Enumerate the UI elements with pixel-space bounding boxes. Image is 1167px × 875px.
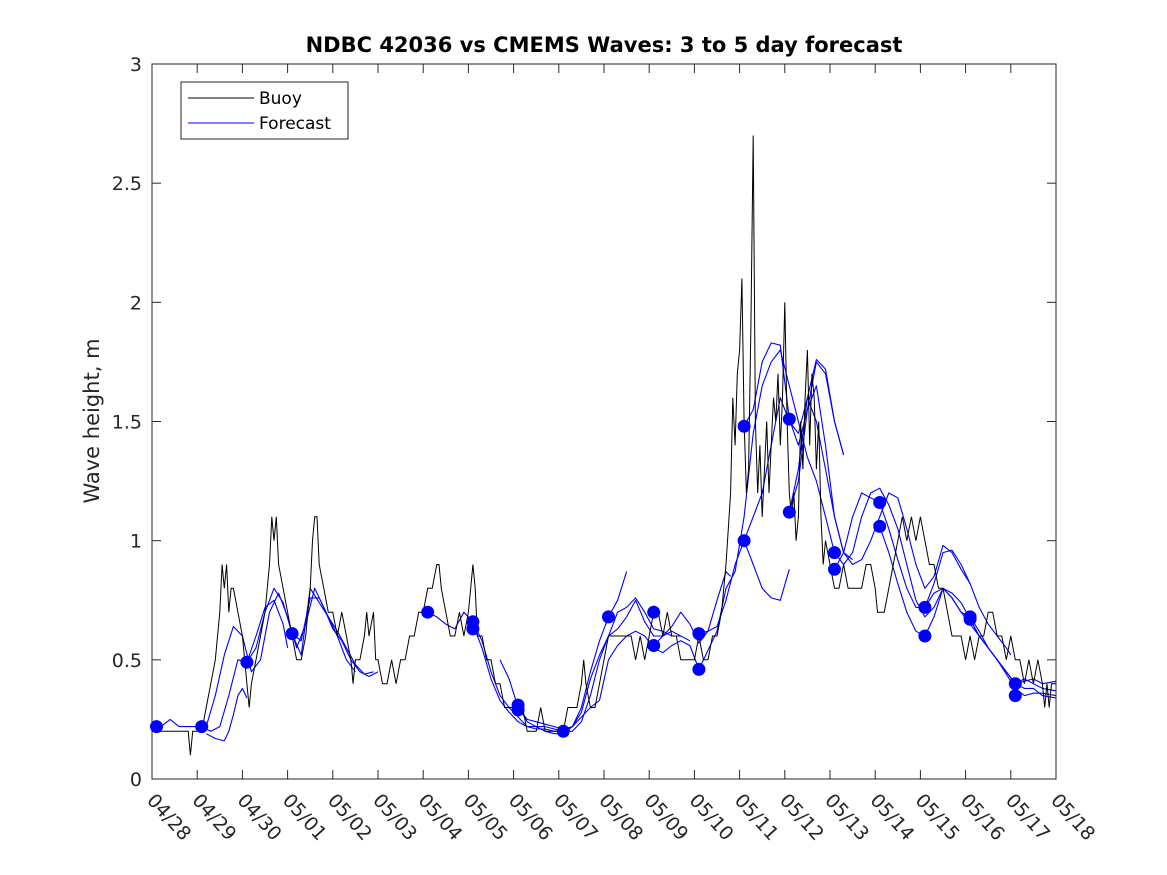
forecast-marker-11	[647, 605, 661, 619]
forecast-marker-28	[1008, 689, 1022, 703]
forecast-marker-23	[918, 600, 932, 614]
forecast-marker-0	[150, 720, 163, 734]
forecast-marker-6	[466, 622, 480, 636]
y-tick-label: 2	[130, 292, 142, 314]
forecast-marker-19	[828, 546, 841, 560]
forecast-marker-1	[195, 720, 209, 734]
forecast-marker-14	[692, 662, 706, 676]
forecast-marker-20	[828, 562, 841, 576]
buoy-line	[152, 135, 1056, 756]
y-axis-label: Wave height, m	[80, 338, 104, 503]
forecast-marker-16	[737, 534, 751, 548]
forecast-line-13	[743, 540, 790, 601]
forecast-marker-26	[963, 612, 977, 626]
forecast-line-14	[788, 358, 845, 513]
forecast-line-6	[472, 599, 691, 735]
plot-series	[150, 135, 1057, 756]
legend: Buoy Forecast	[180, 81, 349, 140]
forecast-marker-18	[782, 505, 796, 519]
forecast-marker-13	[692, 627, 706, 641]
forecast-marker-17	[782, 412, 796, 426]
forecast-marker-2	[240, 655, 254, 669]
y-tick-label: 0	[130, 769, 142, 791]
forecast-line-7	[517, 597, 681, 732]
plot-area	[151, 63, 1057, 780]
legend-forecast-label: Forecast	[259, 114, 331, 134]
y-tick-label: 2.5	[112, 173, 142, 195]
forecast-marker-22	[873, 519, 887, 533]
forecast-marker-24	[918, 629, 932, 643]
forecast-line-2	[205, 687, 248, 742]
forecast-marker-12	[647, 639, 661, 652]
forecast-line-15	[788, 385, 971, 589]
y-tick-label: 0.5	[112, 650, 142, 672]
chart-title: NDBC 42036 vs CMEMS Waves: 3 to 5 day fo…	[306, 33, 903, 57]
legend-buoy-label: Buoy	[259, 89, 302, 109]
y-tick-label: 1	[130, 531, 142, 553]
forecast-line-18	[879, 526, 1057, 685]
forecast-line-0	[152, 587, 379, 728]
y-tick-label: 3	[130, 54, 142, 76]
forecast-marker-27	[1008, 677, 1022, 691]
forecast-marker-9	[556, 724, 570, 738]
forecast-marker-8	[511, 703, 525, 717]
forecast-marker-15	[737, 419, 751, 433]
forecast-line-4	[291, 587, 356, 673]
forecast-marker-21	[873, 496, 887, 509]
forecast-marker-3	[285, 627, 299, 641]
y-tick-label: 1.5	[112, 412, 142, 434]
y-axis: 0 0.5 1 1.5 2 2.5 3	[112, 54, 1056, 791]
legend-box	[180, 81, 349, 140]
forecast-line-3	[246, 599, 289, 663]
forecast-marker-4	[421, 605, 435, 619]
forecast-marker-10	[602, 610, 615, 624]
forecast-line-20	[969, 619, 1057, 692]
forecast-line-1	[201, 587, 374, 732]
forecast-line-9	[598, 349, 836, 701]
forecast-line-12	[743, 342, 845, 456]
